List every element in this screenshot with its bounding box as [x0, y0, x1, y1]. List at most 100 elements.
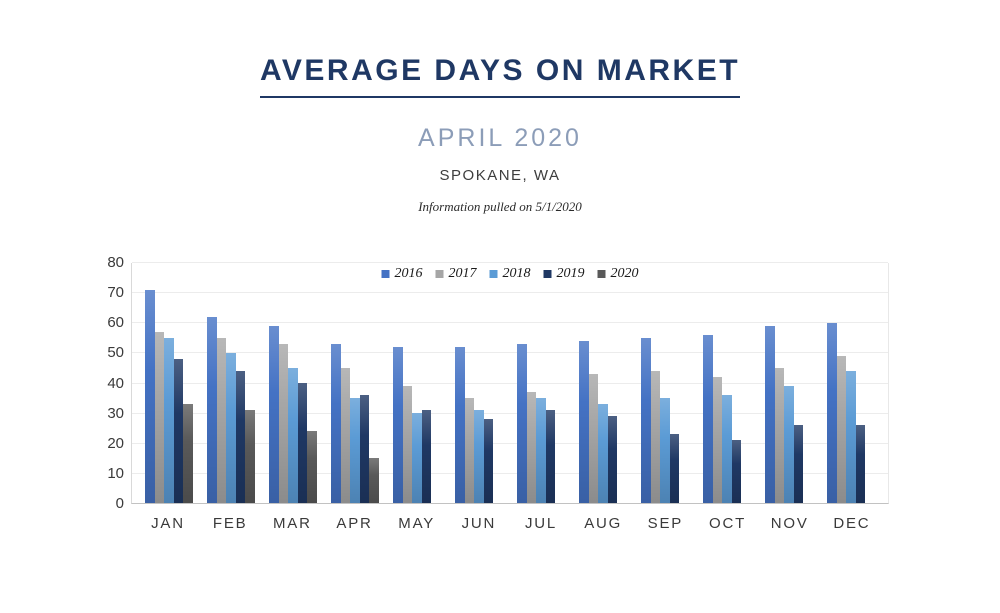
plot-area: 2016 2017 2018 2019 2020 0 10 20 30 40 50 60 70 80 — [107, 254, 889, 512]
gridline — [132, 262, 888, 263]
bar-group-mar — [269, 263, 317, 503]
x-axis-label-may: MAY — [398, 515, 436, 532]
bar-2017-aug — [588, 374, 599, 503]
bar-2016-sep — [641, 338, 651, 503]
x-axis-label-oct: OCT — [709, 515, 747, 532]
bar-2019-jun — [483, 419, 494, 503]
bar-group-aug — [579, 263, 627, 503]
report-location: SPOKANE, WA — [439, 167, 561, 184]
legend-label: 2020 — [610, 266, 639, 281]
x-axis-label-mar: MAR — [272, 515, 312, 532]
bar-group-oct — [703, 263, 751, 503]
gridline — [132, 292, 888, 294]
bar-2017-sep — [650, 371, 661, 503]
bar-2016-jul — [517, 344, 527, 503]
legend-label: 2017 — [448, 266, 477, 281]
y-axis-label: 40 — [107, 374, 124, 392]
bar-2019-may — [421, 410, 432, 503]
legend-swatch-icon — [489, 270, 498, 278]
x-axis-label-aug: AUG — [584, 515, 623, 532]
bar-2019-apr — [359, 395, 370, 503]
x-axis-label-sep: SEP — [647, 515, 684, 532]
bar-group-apr — [331, 263, 379, 503]
x-axis-label-apr: APR — [336, 515, 373, 532]
bar-group-dec — [827, 263, 875, 503]
y-axis-label: 80 — [107, 254, 124, 271]
legend-swatch-icon — [381, 270, 390, 278]
chart-legend: 2016 2017 2018 2019 2020 — [381, 266, 639, 282]
bar-2017-jan — [154, 332, 165, 503]
bar-2016-aug — [579, 341, 589, 503]
bar-2018-jan — [164, 338, 174, 503]
bar-2020-apr — [369, 458, 379, 503]
legend-swatch-icon — [435, 270, 444, 278]
bar-2016-oct — [703, 335, 713, 503]
bar-2019-feb — [235, 371, 246, 503]
gridline — [132, 442, 888, 444]
bar-2018-jun — [474, 410, 484, 503]
y-axis-label: 60 — [107, 314, 124, 332]
bar-2016-may — [393, 347, 403, 503]
y-axis-label: 70 — [107, 284, 124, 302]
bar-2019-mar — [297, 383, 308, 503]
y-axis-label: 50 — [107, 344, 124, 362]
bar-2016-dec — [827, 323, 837, 503]
legend-item-2017: 2017 — [435, 266, 477, 282]
y-axis-label: 30 — [107, 404, 124, 422]
legend-label: 2016 — [394, 266, 423, 281]
bar-2016-feb — [207, 317, 217, 503]
y-axis-label: 10 — [107, 464, 124, 482]
bar-2020-feb — [245, 410, 255, 503]
legend-label: 2019 — [556, 266, 585, 281]
bar-2020-jan — [183, 404, 193, 503]
bar-2018-apr — [350, 398, 360, 503]
bar-2017-nov — [774, 368, 785, 503]
gridline — [132, 352, 888, 354]
bar-2019-jul — [545, 410, 556, 503]
bar-2019-oct — [731, 440, 742, 503]
gridline — [132, 382, 888, 384]
bar-2018-oct — [722, 395, 732, 503]
bar-2018-aug — [598, 404, 608, 503]
bar-2018-jul — [536, 398, 546, 503]
bar-2016-jan — [145, 290, 155, 503]
legend-swatch-icon — [597, 270, 606, 278]
bar-2016-mar — [269, 326, 279, 503]
x-axis-label-dec: DEC — [833, 515, 871, 532]
bar-group-nov — [765, 263, 813, 503]
legend-swatch-icon — [543, 270, 552, 278]
bar-2018-feb — [226, 353, 236, 503]
report-header: AVERAGE DAYS ON MARKET APRIL 2020 SPOKAN… — [0, 0, 1000, 215]
legend-item-2018: 2018 — [489, 266, 531, 282]
bar-group-may — [393, 263, 441, 503]
bar-2019-dec — [855, 425, 866, 503]
bar-2020-mar — [307, 431, 317, 503]
y-axis-label: 20 — [107, 434, 124, 452]
bar-2018-nov — [784, 386, 794, 503]
x-axis-label-feb: FEB — [212, 515, 248, 532]
bar-2018-sep — [660, 398, 670, 503]
days-on-market-chart: 2016 2017 2018 2019 2020 0 10 20 30 40 50 60 70 80 J… — [107, 254, 889, 532]
gridline — [132, 412, 888, 414]
legend-item-2020: 2020 — [597, 266, 639, 282]
x-axis-label-nov: NOV — [770, 515, 809, 532]
info-pulled-note: Information pulled on 5/1/2020 — [418, 199, 582, 214]
gridline — [132, 322, 888, 324]
bar-group-jan — [145, 263, 193, 503]
bar-2016-apr — [331, 344, 341, 503]
legend-label: 2018 — [502, 266, 531, 281]
bar-2017-jul — [526, 392, 537, 503]
bar-2018-dec — [846, 371, 856, 503]
bar-2016-nov — [765, 326, 775, 503]
bar-2019-sep — [669, 434, 680, 503]
x-axis-labels: JAN FEB MAR APR MAY JUN JUL AUG SEP OCT NOV DEC — [131, 515, 889, 532]
bar-2018-mar — [288, 368, 298, 503]
x-axis-label-jun: JUN — [461, 515, 497, 532]
legend-item-2019: 2019 — [543, 266, 585, 282]
bar-group-sep — [641, 263, 689, 503]
y-axis-label: 0 — [115, 495, 124, 512]
bar-2017-jun — [464, 398, 475, 503]
bar-2017-feb — [216, 338, 227, 503]
bar-2016-jun — [455, 347, 465, 503]
